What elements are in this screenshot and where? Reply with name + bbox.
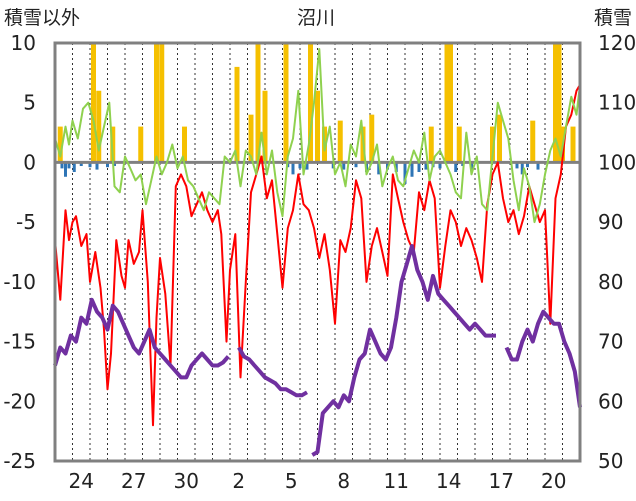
left-axis-label: 積雪以外 [4, 7, 80, 29]
line-series [53, 48, 582, 457]
right-tick-label: 60 [598, 389, 623, 413]
series-line [54, 48, 581, 224]
left-tick-label: 5 [23, 91, 36, 115]
right-tick-label: 110 [598, 91, 636, 115]
bar [298, 162, 302, 169]
bar [354, 162, 358, 168]
series-line [237, 346, 308, 398]
series-line [311, 244, 496, 457]
bar [424, 162, 428, 170]
right-tick-label: 80 [598, 270, 623, 294]
bar [337, 120, 343, 163]
bar [556, 43, 562, 163]
bar [262, 90, 268, 163]
x-tick-label: 2 [232, 469, 245, 493]
bar [515, 162, 519, 169]
x-tick-label: 5 [285, 469, 298, 493]
series-line [53, 297, 230, 380]
bar [520, 162, 524, 175]
bar [369, 114, 375, 163]
bar [60, 162, 64, 169]
bar [182, 126, 187, 163]
bar [234, 66, 240, 163]
bar [490, 126, 495, 163]
left-tick-label: -25 [3, 449, 36, 473]
chart-title: 沼川 [297, 7, 335, 29]
bar [283, 43, 289, 163]
bar [57, 126, 63, 163]
bar [536, 162, 540, 170]
bar [444, 43, 450, 163]
right-tick-label: 50 [598, 449, 623, 473]
x-tick-label: 24 [69, 469, 94, 493]
left-tick-label: -10 [3, 270, 36, 294]
x-tick-label: 17 [489, 469, 514, 493]
right-axis-label: 積雪 [594, 7, 632, 29]
bar [377, 162, 381, 175]
bar [138, 126, 144, 163]
bar [553, 43, 558, 163]
bar [417, 162, 421, 172]
bar [497, 114, 502, 163]
x-tick-label: 30 [174, 469, 199, 493]
bar [64, 162, 67, 177]
bar [342, 162, 346, 170]
bar [113, 162, 116, 167]
left-tick-label: -20 [3, 389, 36, 413]
bar [456, 126, 462, 163]
x-tick-label: 14 [436, 469, 461, 493]
bar [526, 162, 529, 168]
bar [410, 162, 414, 177]
right-tick-label: 100 [598, 150, 636, 174]
series-line [504, 309, 582, 408]
right-tick-label: 120 [598, 31, 636, 55]
x-tick-label: 8 [337, 469, 350, 493]
left-axis-ticks: 10 5 0 -5 -10 -15 -20 -25 [3, 31, 36, 473]
bar [428, 126, 434, 163]
left-tick-label: -5 [16, 210, 36, 234]
bar [91, 43, 96, 163]
x-tick-label: 27 [121, 469, 146, 493]
bar [454, 162, 458, 172]
right-axis-ticks: 120 110 100 90 80 70 60 50 [598, 31, 636, 473]
left-tick-label: -15 [3, 330, 36, 354]
x-tick-label: 11 [384, 469, 409, 493]
bar [96, 90, 102, 163]
bar [72, 162, 76, 172]
bar [394, 162, 398, 172]
x-axis-ticks: 24 27 30 2 5 8 11 14 17 20 [69, 469, 567, 493]
bar [291, 162, 295, 175]
bar [470, 162, 473, 170]
bar [255, 43, 261, 163]
bar [403, 162, 407, 184]
bar [530, 120, 536, 163]
bar [67, 162, 71, 169]
bar [159, 43, 165, 163]
bar [315, 90, 320, 163]
bar [305, 162, 309, 170]
bar [95, 162, 99, 170]
left-tick-label: 10 [11, 31, 36, 55]
bar [570, 126, 576, 163]
bar [248, 114, 254, 163]
bar [106, 162, 109, 168]
bar [88, 162, 92, 168]
bar [154, 43, 159, 163]
right-tick-label: 70 [598, 330, 623, 354]
bar [448, 43, 453, 163]
left-tick-label: 0 [23, 150, 36, 174]
x-tick-label: 20 [541, 469, 566, 493]
bar [438, 162, 442, 169]
bar [308, 43, 313, 163]
bar [79, 162, 83, 167]
plot-frame [53, 41, 582, 463]
right-tick-label: 90 [598, 210, 623, 234]
